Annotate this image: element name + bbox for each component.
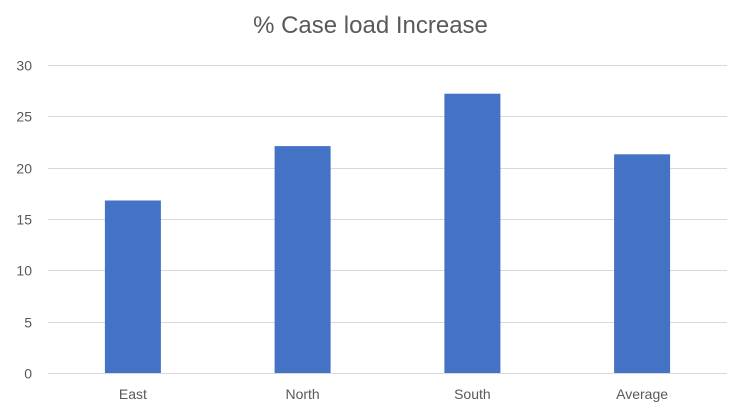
- y-tick-label: 0: [24, 366, 32, 382]
- gridlines: [48, 65, 727, 374]
- bar-average: [614, 154, 671, 373]
- y-tick-label: 25: [16, 109, 32, 125]
- y-tick-label: 30: [16, 58, 32, 74]
- bars: [104, 93, 671, 373]
- x-tick-label: North: [285, 386, 319, 402]
- x-axis-labels: East North South Average: [119, 386, 668, 402]
- bar-east: [104, 200, 161, 373]
- x-tick-label: East: [119, 386, 147, 402]
- y-tick-label: 15: [16, 212, 32, 228]
- x-tick-label: South: [454, 386, 491, 402]
- x-tick-label: Average: [616, 386, 668, 402]
- y-tick-label: 10: [16, 263, 32, 279]
- bar-south: [444, 93, 501, 373]
- chart-title: % Case load Increase: [253, 12, 488, 39]
- y-axis-ticks: 0 5 10 15 20 25 30: [16, 58, 32, 382]
- y-tick-label: 20: [16, 161, 32, 177]
- y-tick-label: 5: [24, 315, 32, 331]
- bar-north: [274, 146, 331, 373]
